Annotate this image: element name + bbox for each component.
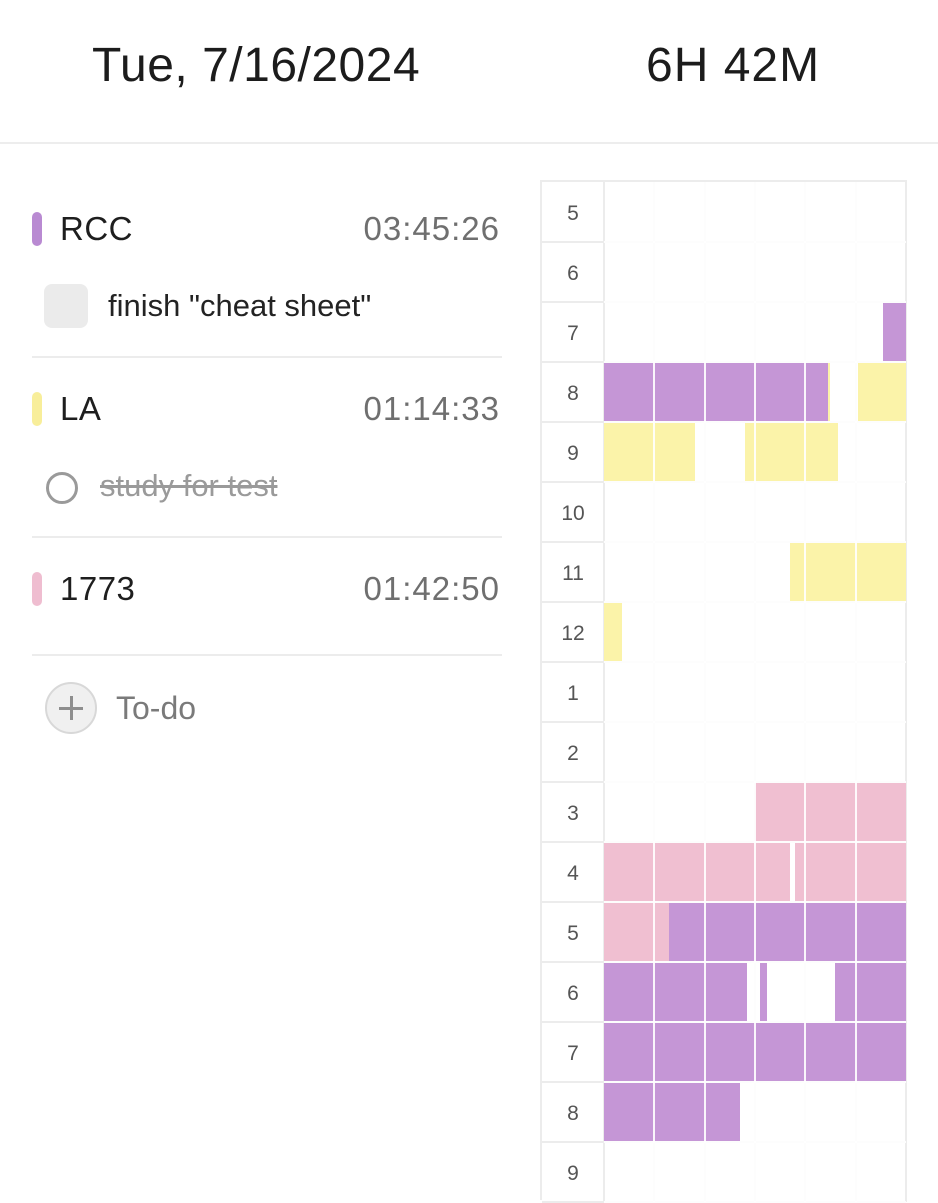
hour-label: 4 — [567, 862, 579, 885]
hour-label: 12 — [561, 622, 585, 645]
time-block[interactable] — [835, 963, 906, 1021]
time-block[interactable] — [604, 963, 748, 1021]
hour-label: 3 — [567, 802, 579, 825]
date-title[interactable]: Tue, 7/16/2024 — [92, 39, 421, 92]
time-block[interactable] — [827, 363, 831, 421]
hour-label: 9 — [567, 1162, 579, 1185]
cell-divider — [653, 182, 656, 1202]
subject-name: 1773 — [60, 570, 136, 607]
time-block[interactable] — [744, 423, 838, 481]
cell-divider — [604, 661, 906, 663]
time-block[interactable] — [883, 303, 906, 361]
time-block[interactable] — [669, 903, 906, 961]
cell-divider — [753, 182, 756, 1202]
time-block[interactable] — [754, 783, 906, 841]
divider — [32, 356, 502, 358]
time-block[interactable] — [604, 903, 670, 961]
time-block[interactable] — [604, 603, 622, 661]
cell-divider — [804, 182, 807, 1202]
time-block[interactable] — [604, 423, 695, 481]
hour-label: 10 — [561, 502, 585, 525]
hour-label: 6 — [567, 262, 579, 285]
plus-icon[interactable] — [45, 682, 97, 734]
time-block[interactable] — [795, 843, 906, 901]
subject-time: 01:14:33 — [363, 390, 500, 427]
total-time: 6H 42M — [646, 39, 821, 92]
subject-name: RCC — [60, 210, 133, 247]
todo-text: study for test — [100, 468, 278, 503]
cell-divider — [604, 1081, 906, 1083]
grid-line — [603, 182, 605, 1202]
cell-divider — [604, 721, 906, 723]
divider — [32, 536, 502, 538]
hour-label: 5 — [567, 922, 579, 945]
grid-line — [904, 182, 907, 1202]
cell-divider — [703, 182, 706, 1202]
hour-label: 1 — [567, 682, 579, 705]
subject-la[interactable]: LA 01:14:33 — [32, 340, 502, 427]
cell-divider — [604, 241, 906, 243]
completed-circle-icon[interactable] — [46, 472, 78, 504]
hour-label: 9 — [567, 442, 579, 465]
subject-name: LA — [60, 390, 102, 427]
divider — [32, 654, 502, 656]
cell-divider — [604, 541, 906, 543]
cell-divider — [604, 901, 906, 903]
cell-divider — [604, 961, 906, 963]
subject-1773[interactable]: 1773 01:42:50 — [32, 520, 502, 607]
time-block[interactable] — [858, 363, 906, 421]
subject-color-bar — [32, 572, 42, 606]
cell-divider — [854, 182, 857, 1202]
subject-rcc[interactable]: RCC 03:45:26 — [32, 160, 502, 247]
hour-label: 2 — [567, 742, 579, 765]
hour-label: 7 — [567, 322, 579, 345]
hour-label: 7 — [567, 1042, 579, 1065]
time-block[interactable] — [604, 363, 828, 421]
hour-label: 8 — [567, 382, 579, 405]
cell-divider — [604, 841, 906, 843]
hour-label: 6 — [567, 982, 579, 1005]
header: Tue, 7/16/2024 6H 42M — [0, 0, 938, 144]
subject-color-bar — [32, 212, 42, 246]
hour-label: 5 — [567, 202, 579, 225]
time-block[interactable] — [759, 963, 768, 1021]
subject-time: 03:45:26 — [363, 210, 500, 247]
time-block[interactable] — [604, 843, 791, 901]
cell-divider — [604, 1141, 906, 1143]
checkbox[interactable] — [44, 284, 88, 328]
cell-divider — [604, 361, 906, 363]
cell-divider — [604, 781, 906, 783]
time-block[interactable] — [604, 1083, 740, 1141]
hour-label: 11 — [562, 562, 584, 585]
cell-divider — [604, 301, 906, 303]
todo-text: finish "cheat sheet" — [108, 288, 372, 323]
hour-label: 8 — [567, 1102, 579, 1125]
cell-divider — [604, 601, 906, 603]
add-todo-label[interactable]: To-do — [116, 690, 197, 726]
cell-divider — [604, 421, 906, 423]
cell-divider — [604, 481, 906, 483]
subject-time: 01:42:50 — [363, 570, 500, 607]
time-block[interactable] — [790, 543, 906, 601]
subject-color-bar — [32, 392, 42, 426]
cell-divider — [604, 1021, 906, 1023]
timeline-grid: 5 6 7 8 9 10 11 12 1 2 3 4 5 6 7 8 9 — [540, 180, 907, 1203]
